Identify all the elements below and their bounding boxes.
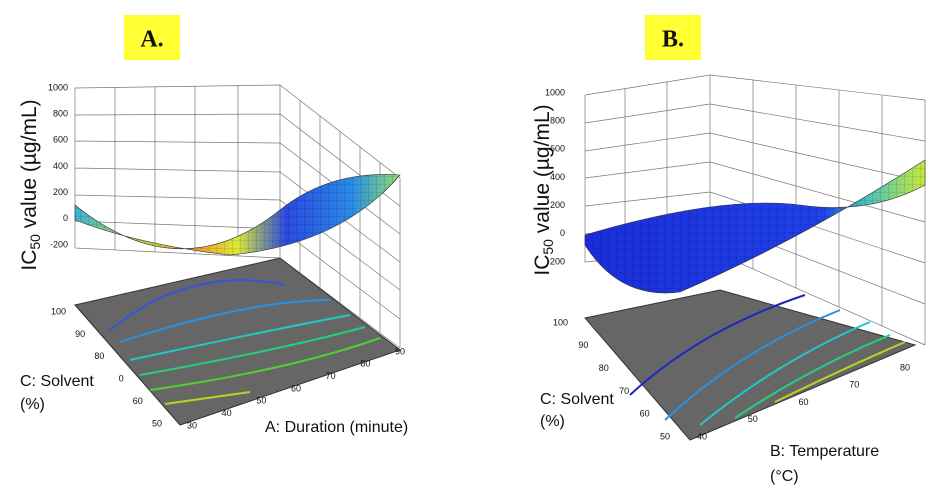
- panel-label: A.: [140, 27, 163, 53]
- z-label-rest: value (µg/mL): [531, 104, 554, 239]
- z-axis-label: IC50 value (µg/mL): [18, 99, 43, 270]
- label-box: [645, 15, 701, 60]
- panel-a-box: [74, 15, 402, 426]
- z-tick-label: 600: [53, 135, 68, 145]
- z-tick-label: 200: [53, 187, 68, 197]
- z-tick-label: 1000: [545, 87, 565, 97]
- panel: A.IC50 value (µg/mL)10008006004002000-20…: [18, 27, 409, 437]
- y-axis-label: (%): [20, 396, 45, 413]
- x-tick-label: 50: [748, 414, 758, 424]
- y-axis-label: C: Solvent: [540, 391, 614, 408]
- z-axis-label: IC50 value (µg/mL): [531, 104, 556, 275]
- z-label-main: IC: [18, 250, 41, 271]
- z-tick-label: 400: [53, 161, 68, 171]
- z-tick-label: 400: [550, 172, 565, 182]
- x-tick-label: 90: [395, 346, 405, 356]
- floor: [584, 289, 917, 441]
- x-tick-label: 70: [849, 380, 859, 390]
- y-tick-label: 90: [578, 340, 588, 350]
- panel-label: B.: [662, 27, 684, 53]
- z-tick-label: 800: [53, 109, 68, 119]
- x-axis-label: (°C): [770, 468, 799, 485]
- z-tick-label: 600: [550, 144, 565, 154]
- x-tick-label: 40: [697, 431, 707, 441]
- z-label-rest: value (µg/mL): [18, 99, 41, 234]
- label-box: [124, 15, 180, 60]
- panel: B.IC50 value (µg/mL)10008006004002000-20…: [531, 27, 910, 486]
- y-tick-label: 70: [619, 386, 629, 396]
- x-tick-label: 60: [798, 397, 808, 407]
- y-tick-label: 80: [599, 363, 609, 373]
- y-tick-label: 50: [660, 431, 670, 441]
- z-tick-label: 0: [63, 213, 68, 223]
- x-tick-label: 60: [291, 383, 301, 393]
- contours: [109, 279, 381, 405]
- y-axis-label: (%): [540, 413, 565, 430]
- z-label-sub: 50: [540, 239, 556, 255]
- y-axis-label: C: Solvent: [20, 373, 94, 390]
- panel-b-box: [584, 15, 926, 441]
- z-tick-label: 1000: [48, 82, 68, 92]
- x-tick-label: 50: [256, 396, 266, 406]
- y-tick-label: 60: [133, 396, 143, 406]
- z-tick-label: -200: [547, 256, 565, 266]
- y-tick-label: 100: [553, 317, 568, 327]
- y-tick-label: 60: [640, 409, 650, 419]
- y-tick-label: 100: [51, 306, 66, 316]
- y-tick-label: 90: [75, 329, 85, 339]
- x-tick-label: 80: [900, 362, 910, 372]
- z-tick-label: 200: [550, 200, 565, 210]
- z-tick-label: -200: [50, 239, 68, 249]
- z-tick-label: 800: [550, 116, 565, 126]
- z-label-main: IC: [531, 255, 554, 276]
- y-tick-label: 50: [152, 418, 162, 428]
- contours: [629, 294, 906, 426]
- y-tick-label: 80: [94, 351, 104, 361]
- x-axis-label: A: Duration (minute): [265, 419, 408, 436]
- z-tick-label: 0: [560, 228, 565, 238]
- z-label-sub: 50: [27, 234, 43, 250]
- x-tick-label: 40: [222, 408, 232, 418]
- x-tick-label: 70: [326, 371, 336, 381]
- x-tick-label: 80: [360, 359, 370, 369]
- surface-mesh: [584, 159, 926, 294]
- x-axis-label: B: Temperature: [770, 443, 879, 460]
- y-tick-label: 0: [119, 374, 124, 384]
- surface-mesh: [74, 174, 401, 256]
- x-tick-label: 30: [187, 420, 197, 430]
